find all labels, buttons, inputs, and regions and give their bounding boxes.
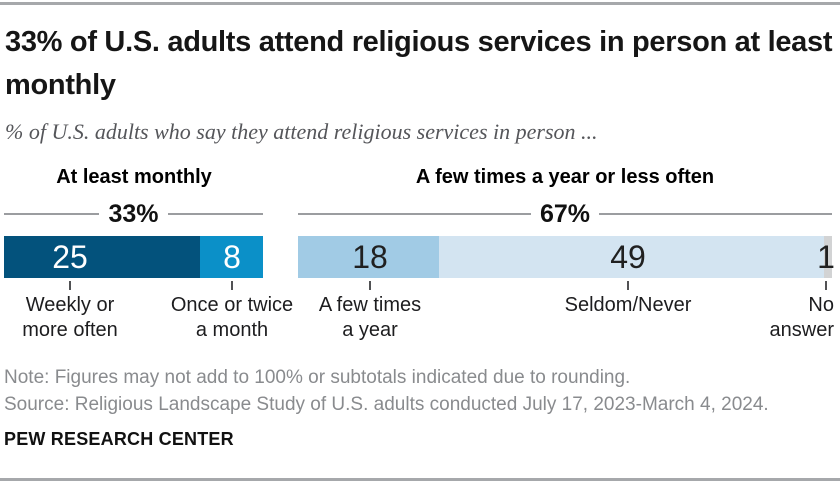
source-text: Source: Religious Landscape Study of U.S…	[4, 394, 769, 415]
bar-few-times-or-less: 18 49 1	[298, 236, 835, 278]
category-label-once-twice: Once or twice a month	[171, 293, 293, 343]
subtotal-left: 33%	[4, 199, 264, 228]
subtotal-line-right	[599, 213, 833, 215]
value-label-seldom: 49	[610, 239, 646, 275]
value-label-once-twice: 8	[223, 239, 241, 275]
category-label-line: Seldom/Never	[564, 294, 692, 316]
axis-tick-seldom	[627, 281, 629, 290]
category-label-few-times: A few times a year	[319, 293, 421, 343]
segment-once-twice-month	[200, 236, 263, 278]
category-label-line: a month	[195, 319, 269, 341]
segment-weekly-or-more	[4, 236, 201, 278]
value-label-few-times: 18	[352, 239, 388, 275]
note-block: Note: Figures may not add to 100% or sub…	[4, 364, 769, 418]
segment-no-answer	[824, 236, 833, 278]
bottom-divider	[0, 478, 840, 481]
category-label-line: Once or twice	[170, 294, 294, 316]
group-header-few-times-or-less: A few times a year or less often	[415, 166, 715, 188]
category-label-line: A few times	[318, 294, 422, 316]
group-header-at-least-monthly: At least monthly	[56, 166, 212, 188]
top-divider	[0, 2, 840, 5]
category-label-line: Weekly or	[25, 294, 115, 316]
subtotal-line-right	[298, 213, 531, 215]
category-label-no-answer: No answer	[770, 293, 834, 343]
value-label-weekly: 25	[52, 239, 88, 275]
subtotal-right: 67%	[298, 199, 833, 228]
bar-at-least-monthly: 25 8	[4, 236, 263, 278]
axis-tick-few-times	[369, 281, 371, 290]
axis-tick-weekly	[69, 281, 71, 290]
axis-tick-once-twice	[231, 281, 233, 290]
category-label-line: more often	[22, 319, 118, 341]
subtotal-line-left	[4, 213, 100, 215]
category-label-seldom: Seldom/Never	[565, 293, 692, 318]
value-label-no-answer: 1	[817, 239, 835, 275]
category-label-line: a year	[342, 319, 398, 341]
segment-seldom-never	[439, 236, 825, 278]
chart-subtitle: % of U.S. adults who say they attend rel…	[5, 119, 598, 144]
category-label-weekly: Weekly or more often	[22, 293, 118, 343]
category-label-line: answer	[769, 319, 834, 341]
category-label-line: No	[808, 294, 834, 316]
subtotal-value-left: 33%	[108, 199, 159, 228]
note-text: Note: Figures may not add to 100% or sub…	[4, 367, 631, 388]
subtotal-value-right: 67%	[539, 199, 591, 228]
segment-few-times-year	[298, 236, 440, 278]
subtotal-line-left	[167, 213, 264, 215]
axis-tick-no-answer	[825, 281, 827, 290]
pew-research-center-wordmark: PEW RESEARCH CENTER	[4, 429, 234, 449]
chart-title: 33% of U.S. adults attend religious serv…	[5, 26, 833, 101]
